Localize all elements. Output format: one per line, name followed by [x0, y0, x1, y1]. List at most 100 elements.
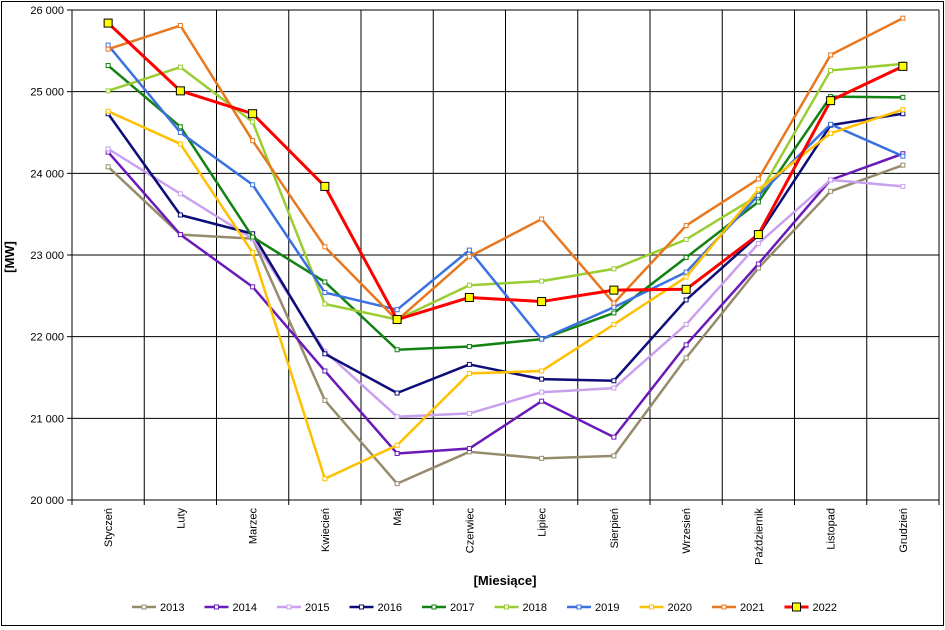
data-point — [177, 130, 183, 135]
legend-item: 2018 — [494, 602, 547, 614]
data-point — [828, 52, 834, 58]
series-line — [107, 21, 904, 322]
legend-marker — [431, 604, 437, 610]
data-point — [250, 284, 256, 290]
x-tick-label: Kwiecień — [320, 508, 332, 552]
legend-item: 2020 — [639, 602, 692, 614]
legend-marker — [214, 604, 219, 610]
legend-marker — [504, 604, 509, 610]
data-point — [900, 94, 906, 100]
legend-marker — [649, 604, 654, 610]
data-point — [464, 292, 474, 302]
data-point — [828, 121, 834, 127]
x-tick-label: Luty — [175, 508, 187, 529]
data-point — [466, 282, 472, 288]
data-point — [394, 414, 400, 420]
data-point — [105, 63, 111, 69]
data-point — [250, 234, 256, 240]
legend-marker — [721, 604, 727, 610]
data-point — [466, 361, 472, 367]
data-point — [539, 455, 545, 461]
series-2014 — [105, 149, 906, 456]
data-point — [828, 177, 834, 183]
legend-label: 2016 — [378, 602, 402, 614]
x-tick-label: Lipiec — [537, 508, 549, 537]
data-point — [322, 290, 328, 296]
data-point — [177, 64, 183, 70]
x-tick-label: Listopad — [826, 508, 838, 550]
legend-label: 2015 — [305, 602, 329, 614]
data-point — [250, 138, 256, 144]
data-point — [177, 212, 183, 218]
series-2019 — [105, 42, 906, 342]
data-point — [900, 15, 906, 21]
axes — [67, 9, 940, 505]
data-point — [539, 398, 545, 404]
series-line — [107, 163, 904, 485]
y-tick-label: 23 000 — [30, 250, 64, 262]
legend-label: 2018 — [523, 602, 547, 614]
data-point — [177, 23, 183, 29]
data-point — [175, 86, 185, 96]
legend-label: 2022 — [813, 602, 837, 614]
data-point — [466, 247, 472, 253]
data-point — [683, 297, 689, 303]
data-point — [828, 188, 834, 194]
data-point — [539, 216, 545, 222]
legend-item: 2014 — [204, 602, 257, 614]
data-point — [755, 192, 761, 198]
data-point — [394, 442, 400, 448]
legend-marker — [576, 604, 582, 610]
data-point — [105, 88, 111, 94]
y-tick-labels: 20 000 21 000 22 000 23 000 24 000 25 000 26 0… — [30, 5, 64, 507]
legend-item: 2015 — [277, 602, 329, 614]
legend-item: 2016 — [349, 602, 402, 614]
legend-label: 2013 — [160, 602, 184, 614]
data-point — [177, 124, 183, 130]
data-point — [900, 162, 906, 168]
data-point — [539, 336, 545, 342]
legend-item: 2013 — [132, 602, 184, 614]
legend-label: 2017 — [450, 602, 474, 614]
x-tick-label: Styczeń — [103, 508, 115, 547]
data-point — [394, 481, 400, 487]
y-tick-label: 25 000 — [30, 87, 64, 99]
series-line — [107, 108, 904, 481]
x-tick-label: Wrzesień — [681, 508, 693, 554]
data-point — [322, 244, 328, 250]
data-point — [105, 164, 111, 170]
data-point — [177, 191, 183, 197]
x-axis-label: [Miesiące] — [474, 573, 537, 588]
data-point — [611, 453, 617, 459]
data-point — [826, 96, 836, 106]
data-point — [539, 389, 545, 395]
data-point — [755, 176, 761, 182]
series-2022 — [103, 18, 908, 325]
data-point — [755, 199, 761, 205]
legend-item: 2017 — [422, 602, 474, 614]
data-point — [105, 46, 111, 52]
data-point — [103, 18, 113, 28]
data-point — [105, 146, 111, 152]
data-point — [392, 315, 402, 325]
data-point — [611, 434, 617, 440]
data-point — [466, 254, 472, 260]
y-axis-label: [MW] — [2, 241, 17, 273]
data-point — [322, 368, 328, 374]
legend-label: 2020 — [668, 602, 692, 614]
data-point — [248, 109, 258, 119]
data-point — [611, 304, 617, 310]
data-point — [394, 307, 400, 313]
data-point — [900, 153, 906, 159]
data-point — [177, 141, 183, 147]
data-point — [322, 476, 328, 482]
data-point — [322, 351, 328, 357]
data-point — [322, 279, 328, 285]
x-tick-label: Marzec — [248, 508, 260, 545]
legend-item: 2022 — [784, 602, 837, 614]
series-line — [107, 62, 903, 321]
legend-item: 2021 — [712, 602, 764, 614]
data-point — [250, 119, 256, 125]
data-point — [105, 108, 111, 114]
